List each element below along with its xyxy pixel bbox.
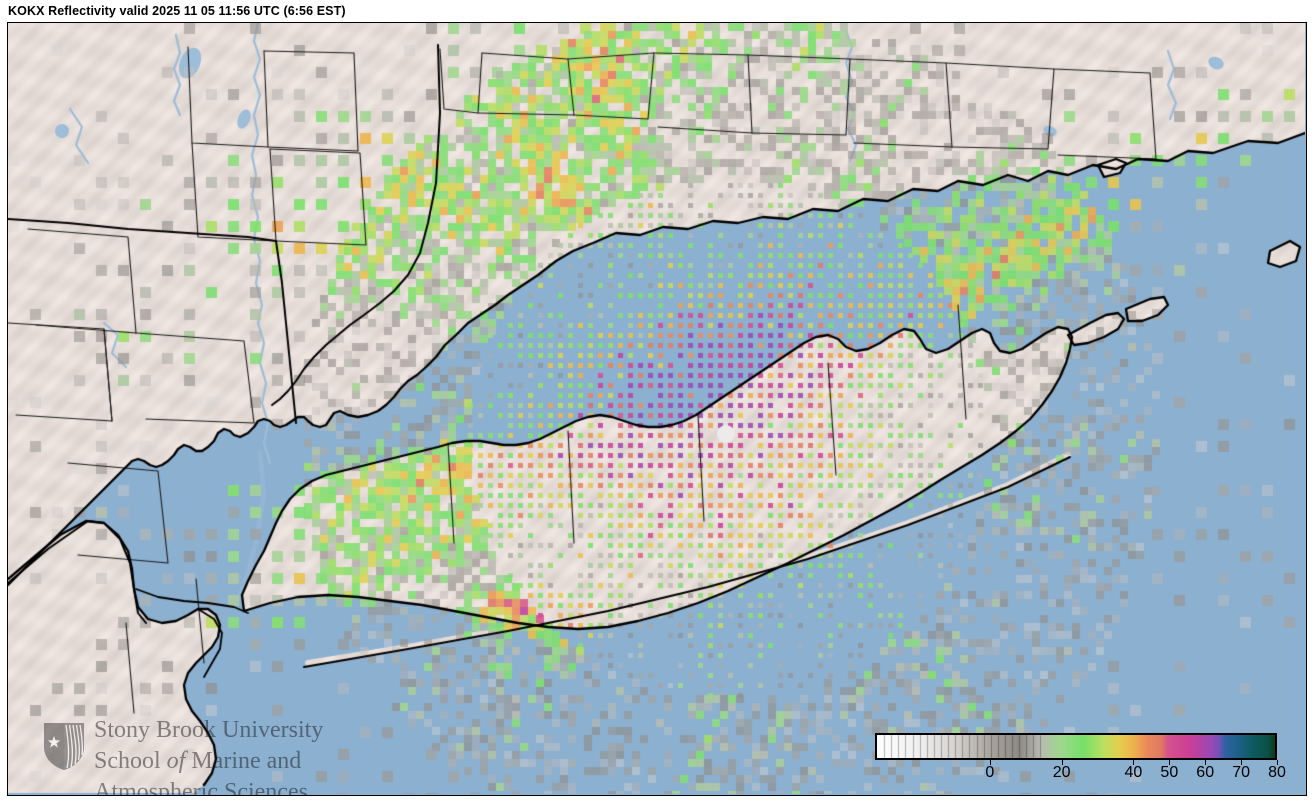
colorbar-tick-label: 40 [1124,764,1143,781]
colorbar-tick-label: 60 [1196,764,1215,781]
radar-map-frame[interactable]: Stony Brook University School of Marine … [7,22,1307,796]
colorbar-tick-label: 80 [1268,764,1286,781]
page-title: KOKX Reflectivity valid 2025 11 05 11:56… [8,4,346,18]
radar-map-canvas[interactable] [8,23,1305,794]
colorbar-tick [1241,760,1243,765]
colorbar-tick-label: 70 [1232,764,1250,781]
reflectivity-colorbar[interactable]: 0 20 40 50 60 70 80 [875,733,1295,795]
colorbar-tick [1061,760,1063,765]
colorbar-box[interactable] [875,733,1277,760]
colorbar-tick [1169,760,1171,765]
colorbar-gradient [877,735,1275,758]
colorbar-tick [1205,760,1207,765]
colorbar-tick-label: 20 [1052,764,1071,781]
colorbar-tick [1133,760,1135,765]
colorbar-tick [989,760,991,765]
colorbar-tick-label: 0 [985,764,995,781]
colorbar-tick-label: 50 [1160,764,1179,781]
colorbar-tick [1277,760,1278,765]
